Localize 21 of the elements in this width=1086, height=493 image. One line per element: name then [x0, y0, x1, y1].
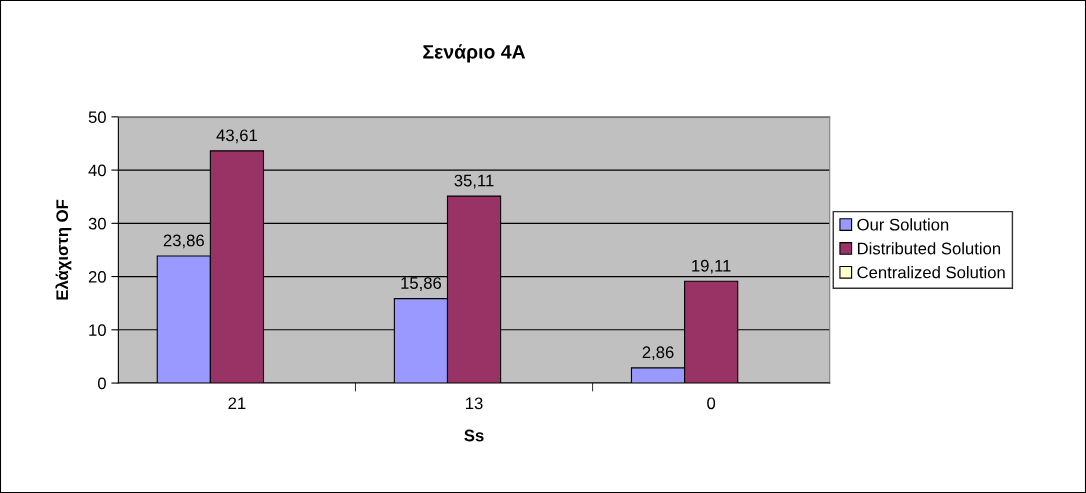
y-tick-label: 30: [88, 217, 106, 230]
chart-title: Σενάριο 4Α: [423, 44, 526, 63]
legend-label: Centralized Solution: [857, 266, 1005, 279]
data-label: 2,86: [642, 346, 674, 361]
y-axis-title: Ελάχιστη OF: [55, 199, 72, 300]
y-tick-label: 20: [88, 270, 106, 283]
legend-label: Distributed Solution: [857, 242, 1001, 255]
data-label: 15,86: [401, 277, 442, 291]
x-tick-label: 13: [466, 397, 483, 410]
y-tick-label: 50: [88, 111, 106, 124]
data-label: 43,61: [216, 129, 257, 144]
x-tick-label: 21: [228, 397, 246, 410]
data-label: 35,11: [454, 174, 494, 189]
x-axis-title: Ss: [464, 429, 484, 442]
data-label: 23,86: [163, 234, 204, 249]
y-tick-label: 40: [88, 164, 106, 177]
legend-label: Our Solution: [857, 218, 949, 231]
x-tick-label: 0: [707, 397, 716, 410]
data-label: 19,11: [692, 259, 731, 274]
y-tick-label: 0: [97, 377, 106, 390]
y-tick-label: 10: [89, 324, 106, 337]
